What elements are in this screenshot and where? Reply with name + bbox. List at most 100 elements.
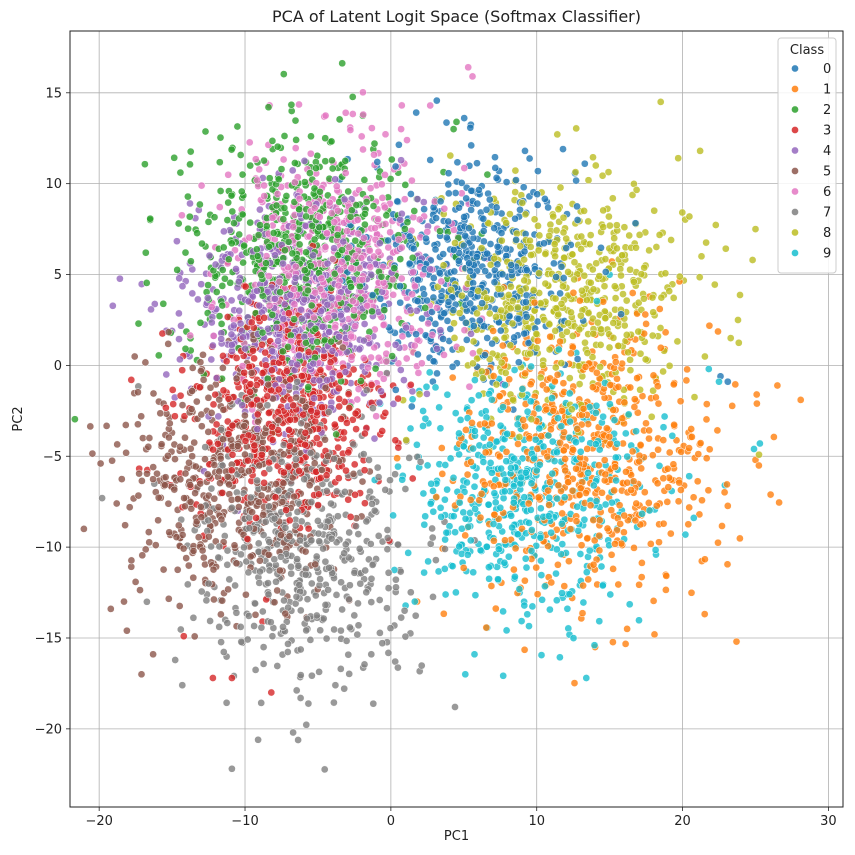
scatter-point-class-3 <box>283 367 291 376</box>
scatter-point-class-6 <box>469 349 477 358</box>
scatter-point-class-3 <box>228 674 236 682</box>
scatter-point-class-2 <box>355 282 364 291</box>
scatter-point-class-1 <box>553 370 562 379</box>
scatter-point-class-5 <box>301 547 310 556</box>
scatter-point-class-1 <box>592 368 601 377</box>
scatter-point-class-7 <box>293 378 302 386</box>
scatter-point-class-0 <box>439 335 447 343</box>
scatter-point-class-8 <box>589 153 597 162</box>
scatter-point-class-0 <box>723 377 732 386</box>
scatter-point-class-4 <box>408 387 417 396</box>
scatter-point-class-7 <box>369 404 377 413</box>
scatter-point-class-3 <box>168 386 177 394</box>
scatter-point-class-4 <box>375 398 384 407</box>
scatter-point-class-8 <box>640 263 649 272</box>
scatter-point-class-5 <box>214 503 223 511</box>
scatter-point-class-6 <box>415 215 424 224</box>
scatter-point-class-8 <box>511 166 520 175</box>
scatter-point-class-0 <box>432 96 441 105</box>
scatter-point-class-0 <box>473 199 482 208</box>
scatter-point-class-0 <box>514 358 523 367</box>
scatter-point-class-1 <box>490 510 499 519</box>
scatter-point-class-8 <box>520 276 529 285</box>
scatter-point-class-9 <box>467 396 476 405</box>
scatter-point-class-9 <box>535 424 544 433</box>
scatter-point-class-7 <box>296 671 305 679</box>
scatter-point-class-6 <box>379 374 388 383</box>
scatter-point-class-8 <box>597 325 605 334</box>
scatter-point-class-8 <box>580 271 589 280</box>
scatter-point-class-1 <box>665 448 674 457</box>
scatter-point-class-1 <box>475 496 484 505</box>
scatter-point-class-1 <box>695 510 704 519</box>
scatter-point-class-9 <box>521 554 530 563</box>
scatter-point-class-1 <box>533 590 542 599</box>
scatter-point-class-8 <box>612 221 621 230</box>
scatter-point-class-1 <box>511 544 520 553</box>
scatter-point-class-2 <box>142 279 151 287</box>
scatter-point-class-3 <box>408 474 417 483</box>
scatter-point-class-8 <box>667 236 675 244</box>
scatter-point-class-0 <box>488 339 496 348</box>
scatter-point-class-7 <box>362 517 371 526</box>
scatter-point-class-1 <box>720 488 729 497</box>
scatter-point-class-2 <box>176 168 185 177</box>
scatter-point-class-5 <box>215 395 224 404</box>
scatter-point-class-7 <box>365 456 373 464</box>
scatter-point-class-1 <box>649 597 658 605</box>
scatter-point-class-7 <box>264 579 272 587</box>
scatter-point-class-1 <box>656 343 665 352</box>
scatter-point-class-1 <box>622 467 630 476</box>
scatter-point-class-2 <box>184 224 192 233</box>
scatter-point-class-7 <box>231 581 239 590</box>
scatter-point-class-1 <box>602 424 611 433</box>
scatter-point-class-9 <box>446 454 455 463</box>
scatter-point-class-8 <box>614 342 623 350</box>
scatter-point-class-9 <box>685 472 694 481</box>
scatter-point-class-7 <box>354 621 363 630</box>
scatter-point-class-7 <box>257 623 266 632</box>
scatter-point-class-5 <box>192 397 201 406</box>
scatter-point-class-2 <box>371 364 380 373</box>
scatter-point-class-0 <box>433 369 441 378</box>
scatter-point-class-7 <box>197 587 206 596</box>
scatter-point-class-7 <box>375 596 384 604</box>
scatter-point-class-1 <box>684 520 693 529</box>
scatter-point-class-2 <box>304 383 313 391</box>
scatter-point-class-5 <box>86 422 95 431</box>
scatter-point-class-7 <box>354 530 363 538</box>
scatter-point-class-2 <box>134 319 143 328</box>
scatter-point-class-5 <box>174 521 183 530</box>
scatter-point-class-5 <box>215 467 224 476</box>
scatter-point-class-7 <box>300 475 309 484</box>
scatter-point-class-8 <box>450 334 459 342</box>
scatter-point-class-3 <box>335 395 344 403</box>
scatter-point-class-9 <box>441 535 449 544</box>
scatter-point-class-7 <box>307 536 316 545</box>
scatter-point-class-7 <box>250 622 258 630</box>
scatter-point-class-5 <box>113 440 122 449</box>
scatter-point-class-6 <box>354 385 363 393</box>
scatter-point-class-5 <box>144 528 153 536</box>
scatter-point-class-8 <box>580 207 588 215</box>
scatter-point-class-9 <box>557 422 566 431</box>
scatter-point-class-5 <box>165 419 174 428</box>
scatter-point-class-3 <box>240 368 249 377</box>
scatter-point-class-2 <box>421 304 430 312</box>
scatter-point-class-6 <box>402 354 411 363</box>
scatter-point-class-5 <box>154 493 163 502</box>
scatter-point-class-2 <box>181 248 190 257</box>
scatter-point-class-1 <box>570 679 579 687</box>
scatter-point-class-1 <box>502 448 511 456</box>
scatter-point-class-5 <box>196 358 205 367</box>
scatter-point-class-9 <box>508 523 516 532</box>
scatter-point-class-7 <box>332 487 341 496</box>
scatter-point-class-1 <box>653 382 662 391</box>
scatter-point-class-1 <box>489 327 498 335</box>
scatter-point-class-7 <box>401 632 410 641</box>
scatter-point-class-8 <box>477 367 486 376</box>
scatter-point-class-8 <box>748 256 757 264</box>
scatter-point-class-0 <box>407 402 416 411</box>
scatter-point-class-7 <box>349 440 358 449</box>
